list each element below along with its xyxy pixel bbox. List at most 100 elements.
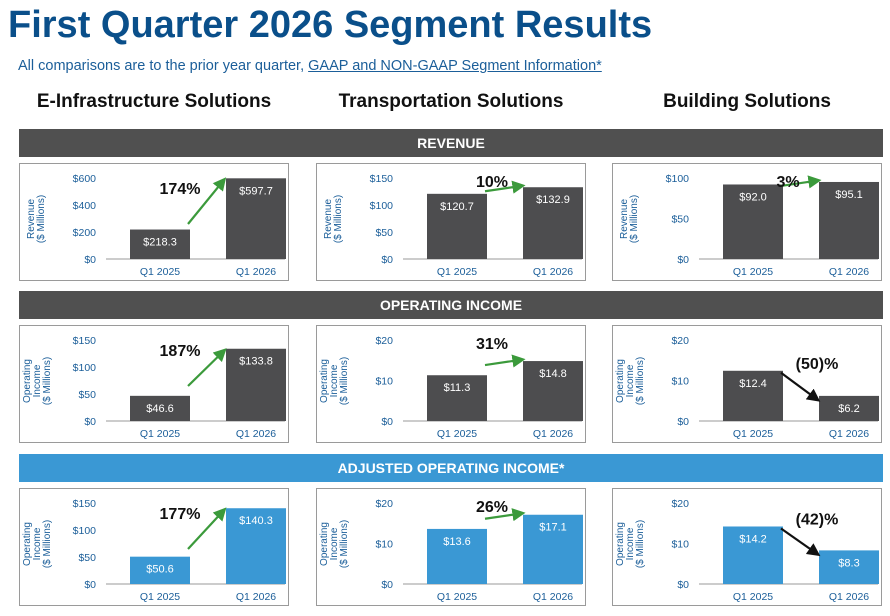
bar-q1-2025	[723, 526, 783, 584]
percent-change-label: 177%	[160, 506, 201, 523]
y-tick-label: $200	[73, 227, 97, 239]
y-tick-label: $20	[671, 498, 689, 510]
bar-q1-2025	[723, 184, 783, 259]
y-axis-label-line: Income	[329, 527, 340, 560]
y-tick-label: $10	[671, 539, 689, 551]
chart-panel-operating-income-e-infrastructure-solutions: OperatingIncome($ Millions) $0 $50 $100 $150…	[19, 325, 289, 443]
y-axis-label: OperatingIncome($ Millions)	[319, 357, 350, 405]
y-axis-label-line: ($ Millions)	[42, 357, 53, 405]
green-up-arrow	[484, 508, 526, 522]
y-axis-label: Revenue($ Millions)	[619, 195, 640, 243]
x-category-label: Q1 2025	[437, 428, 477, 440]
bar-q1-2026	[819, 181, 879, 259]
y-tick-label: $10	[375, 376, 393, 388]
x-category-label: Q1 2026	[829, 428, 869, 440]
bar-q1-2026	[523, 361, 583, 421]
y-axis-label-line: Income	[625, 527, 636, 560]
bar-value-label: $13.6	[443, 536, 471, 548]
y-tick-label: $50	[671, 214, 689, 226]
bar-value-label: $12.4	[739, 378, 767, 390]
bar-q1-2026	[819, 550, 879, 584]
bar-q1-2026	[523, 187, 583, 259]
y-axis-label-line: Operating	[319, 522, 330, 566]
bar-q1-2026	[226, 508, 286, 584]
bar-chart: Revenue($ Millions) $0 $50 $100 $92.0 Q1 2025…	[619, 173, 879, 278]
black-down-arrow	[780, 527, 821, 557]
y-tick-label: $100	[666, 173, 690, 185]
bar-q1-2025	[427, 375, 487, 421]
y-axis-label-line: Operating	[615, 359, 626, 403]
page-title: First Quarter 2026 Segment Results	[8, 4, 653, 46]
x-category-label: Q1 2026	[236, 591, 276, 603]
bar-value-label: $132.9	[536, 194, 570, 206]
x-category-label: Q1 2026	[236, 428, 276, 440]
y-axis-label-line: ($ Millions)	[36, 195, 47, 243]
y-tick-label: $0	[84, 254, 96, 266]
percent-change-label: 3%	[776, 174, 799, 191]
y-axis-label-line: ($ Millions)	[629, 195, 640, 243]
green-up-arrow	[780, 175, 822, 189]
x-category-label: Q1 2025	[733, 591, 773, 603]
bar-chart: OperatingIncome($ Millions) $0 $10 $20 $12.4…	[615, 335, 879, 440]
y-axis-label-line: Income	[32, 527, 43, 560]
bar-value-label: $120.7	[440, 201, 474, 213]
segment-info-link[interactable]: GAAP and NON-GAAP Segment Information*	[308, 58, 602, 74]
bar-q1-2025	[427, 193, 487, 259]
bar-value-label: $46.6	[146, 403, 174, 415]
bar-value-label: $133.8	[239, 356, 273, 368]
bar-chart: OperatingIncome($ Millions) $0 $10 $20 $13.6…	[319, 498, 583, 603]
bar-value-label: $50.6	[146, 564, 174, 576]
percent-change-label: 31%	[476, 336, 508, 353]
bar-chart: OperatingIncome($ Millions) $0 $50 $100 $150…	[22, 498, 286, 603]
x-category-label: Q1 2026	[533, 428, 573, 440]
y-axis-label-line: Operating	[615, 522, 626, 566]
black-down-arrow	[780, 371, 821, 402]
x-category-label: Q1 2026	[829, 591, 869, 603]
x-category-label: Q1 2025	[733, 266, 773, 278]
x-category-label: Q1 2025	[140, 266, 180, 278]
bar-value-label: $14.2	[739, 533, 767, 545]
bar-q1-2026	[226, 178, 286, 259]
y-tick-label: $400	[73, 200, 97, 212]
section-band-revenue: REVENUE	[19, 129, 883, 157]
y-tick-label: $100	[73, 525, 97, 537]
section-band-adjusted-operating-income: ADJUSTED OPERATING INCOME*	[19, 454, 883, 482]
y-tick-label: $0	[677, 579, 689, 591]
y-axis-label-line: ($ Millions)	[635, 357, 646, 405]
y-tick-label: $150	[370, 173, 394, 185]
x-category-label: Q1 2026	[236, 266, 276, 278]
percent-change-label: 187%	[160, 343, 201, 360]
percent-change-label: (50)%	[796, 356, 839, 373]
y-tick-label: $20	[375, 498, 393, 510]
bar-chart: Revenue($ Millions) $0 $50 $100 $150 $120.7 Q1…	[323, 173, 583, 278]
y-axis-label-line: Operating	[319, 359, 330, 403]
y-axis-label-line: Operating	[22, 359, 33, 403]
bar-value-label: $218.3	[143, 237, 177, 249]
column-heading-building: Building Solutions	[663, 91, 831, 112]
bar-q1-2025	[723, 370, 783, 421]
y-tick-label: $150	[73, 335, 97, 347]
y-tick-label: $0	[381, 254, 393, 266]
bar-chart: OperatingIncome($ Millions) $0 $10 $20 $11.3…	[319, 335, 583, 440]
y-tick-label: $50	[78, 552, 96, 564]
y-axis-label: OperatingIncome($ Millions)	[615, 520, 646, 568]
page-subtitle: All comparisons are to the prior year qu…	[18, 58, 602, 74]
chart-panel-revenue-building-solutions: Revenue($ Millions) $0 $50 $100 $92.0 Q1 2025…	[612, 163, 882, 281]
y-tick-label: $0	[677, 416, 689, 428]
chart-panel-operating-income-building-solutions: OperatingIncome($ Millions) $0 $10 $20 $12.4…	[612, 325, 882, 443]
y-axis-label-line: Revenue	[323, 199, 334, 239]
column-heading-transportation: Transportation Solutions	[338, 91, 564, 112]
chart-panel-operating-income-transportation-solutions: OperatingIncome($ Millions) $0 $10 $20 $11.3…	[316, 325, 586, 443]
chart-panel-adjusted-operating-income-e-infrastructure-solutions: OperatingIncome($ Millions) $0 $50 $100 $150…	[19, 488, 289, 606]
bar-q1-2026	[226, 348, 286, 421]
chart-panel-adjusted-operating-income-transportation-solutions: OperatingIncome($ Millions) $0 $10 $20 $13.6…	[316, 488, 586, 606]
y-axis-label-line: Revenue	[619, 199, 630, 239]
bar-chart: Revenue($ Millions) $0 $200 $400 $600 $218.3 Q…	[26, 173, 286, 278]
x-category-label: Q1 2025	[140, 591, 180, 603]
y-tick-label: $20	[671, 335, 689, 347]
bar-q1-2026	[523, 514, 583, 584]
y-axis-label-line: Revenue	[26, 199, 37, 239]
x-category-label: Q1 2026	[533, 591, 573, 603]
x-category-label: Q1 2025	[437, 266, 477, 278]
y-tick-label: $100	[370, 200, 394, 212]
